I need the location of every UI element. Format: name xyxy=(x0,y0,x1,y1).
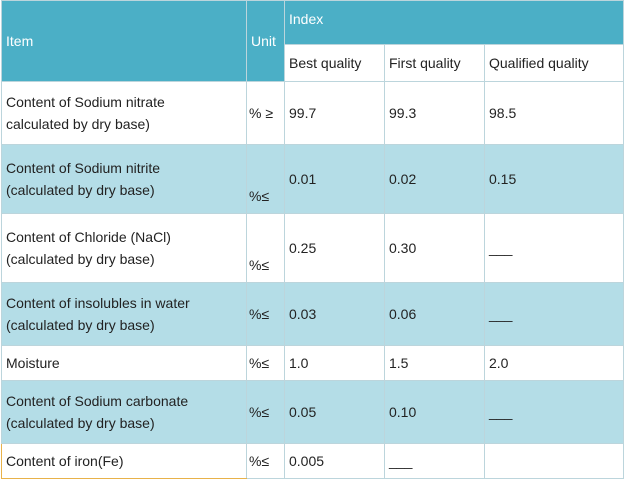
table-row: Moisture %≤ 1.0 1.5 2.0 xyxy=(1,345,624,381)
item-line: (calculated by dry base) xyxy=(6,415,155,431)
best-cell: 99.7 xyxy=(284,81,385,145)
item-cell: Content of Sodium nitrite (calculated by … xyxy=(1,144,247,214)
item-cell: Content of Chloride (NaCl) (calculated by… xyxy=(1,213,247,283)
item-line: Content of Sodium carbonate xyxy=(6,393,189,409)
item-line: Content of Sodium nitrite xyxy=(6,160,161,176)
item-line: Content of Sodium nitrate xyxy=(6,94,165,110)
item-line: Content of iron(Fe) xyxy=(6,453,124,469)
item-line: (calculated by dry base) xyxy=(6,251,155,267)
item-line: calculated by dry base) xyxy=(6,116,150,132)
unit-cell: % ≥ xyxy=(246,81,285,145)
first-cell: 0.30 xyxy=(384,213,485,283)
first-cell: 0.06 xyxy=(384,282,485,346)
table-row: Content of Sodium carbonate (calculated b… xyxy=(1,380,624,444)
header-best-quality: Best quality xyxy=(284,44,385,82)
table-row: Content of iron(Fe) %≤ 0.005 ___ xyxy=(1,443,624,479)
best-cell: 0.005 xyxy=(284,443,385,479)
header-first-quality: First quality xyxy=(384,44,485,82)
item-cell: Content of iron(Fe) xyxy=(1,443,247,479)
item-cell: Moisture xyxy=(1,345,247,381)
qualified-cell: 2.0 xyxy=(483,345,624,381)
header-index: Index xyxy=(283,0,624,45)
unit-cell: %≤ xyxy=(246,282,285,346)
qualified-cell: 0.15 xyxy=(483,144,624,214)
best-cell: 0.01 xyxy=(284,144,385,214)
best-cell: 1.0 xyxy=(284,345,385,381)
item-line: Content of insolubles in water xyxy=(6,295,190,311)
unit-cell: %≤ xyxy=(246,213,285,283)
first-cell: 99.3 xyxy=(384,81,485,145)
table-row: Content of Sodium nitrate calculated by d… xyxy=(1,81,624,145)
table-row: Content of Chloride (NaCl) (calculated by… xyxy=(1,213,624,283)
unit-cell: %≤ xyxy=(246,380,285,444)
item-cell: Content of Sodium carbonate (calculated b… xyxy=(1,380,247,444)
header-unit: Unit xyxy=(246,0,285,82)
qualified-cell: 98.5 xyxy=(483,81,624,145)
item-line: (calculated by dry base) xyxy=(6,317,155,333)
best-cell: 0.25 xyxy=(284,213,385,283)
header-qualified-quality: Qualified quality xyxy=(483,44,624,82)
best-cell: 0.03 xyxy=(284,282,385,346)
unit-cell: %≤ xyxy=(246,144,285,214)
first-cell: 1.5 xyxy=(384,345,485,381)
unit-cell: %≤ xyxy=(246,345,285,381)
item-line: Content of Chloride (NaCl) xyxy=(6,229,171,245)
qualified-cell: ___ xyxy=(483,213,624,283)
qualified-cell xyxy=(483,443,624,479)
item-line: Moisture xyxy=(6,355,60,371)
table-row: Content of insolubles in water (calculate… xyxy=(1,282,624,346)
qualified-cell: ___ xyxy=(483,282,624,346)
item-cell: Content of Sodium nitrate calculated by d… xyxy=(1,81,247,145)
qualified-cell: ___ xyxy=(483,380,624,444)
item-cell: Content of insolubles in water (calculate… xyxy=(1,282,247,346)
first-cell: ___ xyxy=(384,443,485,479)
best-cell: 0.05 xyxy=(284,380,385,444)
first-cell: 0.10 xyxy=(384,380,485,444)
unit-cell: %≤ xyxy=(246,443,285,479)
item-line: (calculated by dry base) xyxy=(6,182,155,198)
first-cell: 0.02 xyxy=(384,144,485,214)
table-row: Content of Sodium nitrite (calculated by … xyxy=(1,144,624,214)
header-item: Item xyxy=(1,0,247,82)
